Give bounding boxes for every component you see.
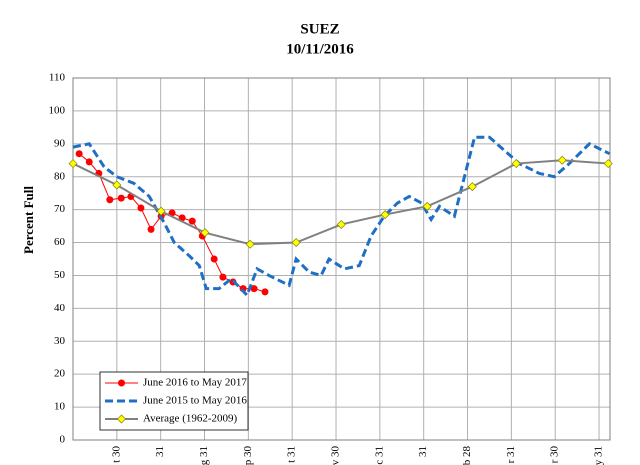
x-tick-label: t 31	[286, 446, 298, 463]
x-tick-label: b 28	[461, 446, 473, 465]
series-line	[72, 135, 611, 298]
point	[137, 204, 145, 212]
y-tick-label: 110	[49, 72, 66, 84]
y-tick-label: 30	[54, 335, 66, 347]
point	[147, 225, 155, 233]
point	[511, 159, 521, 169]
y-tick-label: 90	[54, 137, 66, 149]
y-tick-label: 100	[49, 104, 66, 116]
point	[200, 228, 210, 238]
point	[250, 285, 258, 293]
point	[85, 158, 93, 166]
series-line	[78, 153, 266, 293]
y-tick-label: 0	[60, 434, 66, 446]
point	[245, 239, 255, 249]
point	[210, 255, 218, 263]
point	[117, 194, 125, 202]
point	[112, 180, 122, 190]
point	[106, 196, 114, 204]
point	[261, 288, 269, 296]
point	[557, 155, 567, 165]
y-tick-label: 40	[54, 302, 66, 314]
x-tick-label: 31	[154, 446, 166, 457]
x-tick-label: r 31	[505, 446, 517, 463]
x-tick-label: p 30	[242, 446, 254, 465]
x-tick-label: 31	[417, 446, 429, 457]
legend-marker	[117, 414, 126, 424]
y-tick-label: 20	[54, 368, 66, 380]
legend-label: Average (1962-2009)	[143, 413, 238, 425]
x-tick-label: t 30	[110, 446, 122, 463]
x-tick-label: g 31	[198, 446, 210, 465]
point	[467, 182, 477, 192]
legend-label: June 2016 to May 2017	[143, 377, 247, 389]
x-tick-label: r 30	[549, 446, 561, 464]
point	[603, 159, 613, 169]
point	[68, 159, 78, 169]
point	[291, 238, 301, 248]
x-tick-label: v 30	[330, 446, 342, 465]
chart-subtitle: 10/11/2016	[286, 41, 354, 57]
y-tick-label: 80	[54, 170, 66, 182]
point	[380, 210, 390, 220]
y-tick-label: 60	[54, 236, 66, 248]
plot-frame	[72, 77, 611, 441]
legend-label: June 2015 to May 2016	[143, 395, 247, 407]
point	[156, 206, 166, 216]
x-tick-label: y 31	[593, 446, 605, 465]
y-tick-label: 70	[54, 203, 66, 215]
point	[336, 219, 346, 229]
y-tick-label: 10	[54, 401, 66, 413]
point	[422, 201, 432, 211]
point	[188, 217, 196, 225]
legend-marker	[118, 379, 125, 387]
y-axis-label: Percent Full	[21, 186, 36, 254]
x-tick-label: c 31	[373, 446, 385, 465]
chart-title: SUEZ	[300, 21, 339, 37]
point	[75, 150, 83, 158]
point	[219, 273, 227, 281]
y-tick-label: 50	[54, 269, 66, 281]
